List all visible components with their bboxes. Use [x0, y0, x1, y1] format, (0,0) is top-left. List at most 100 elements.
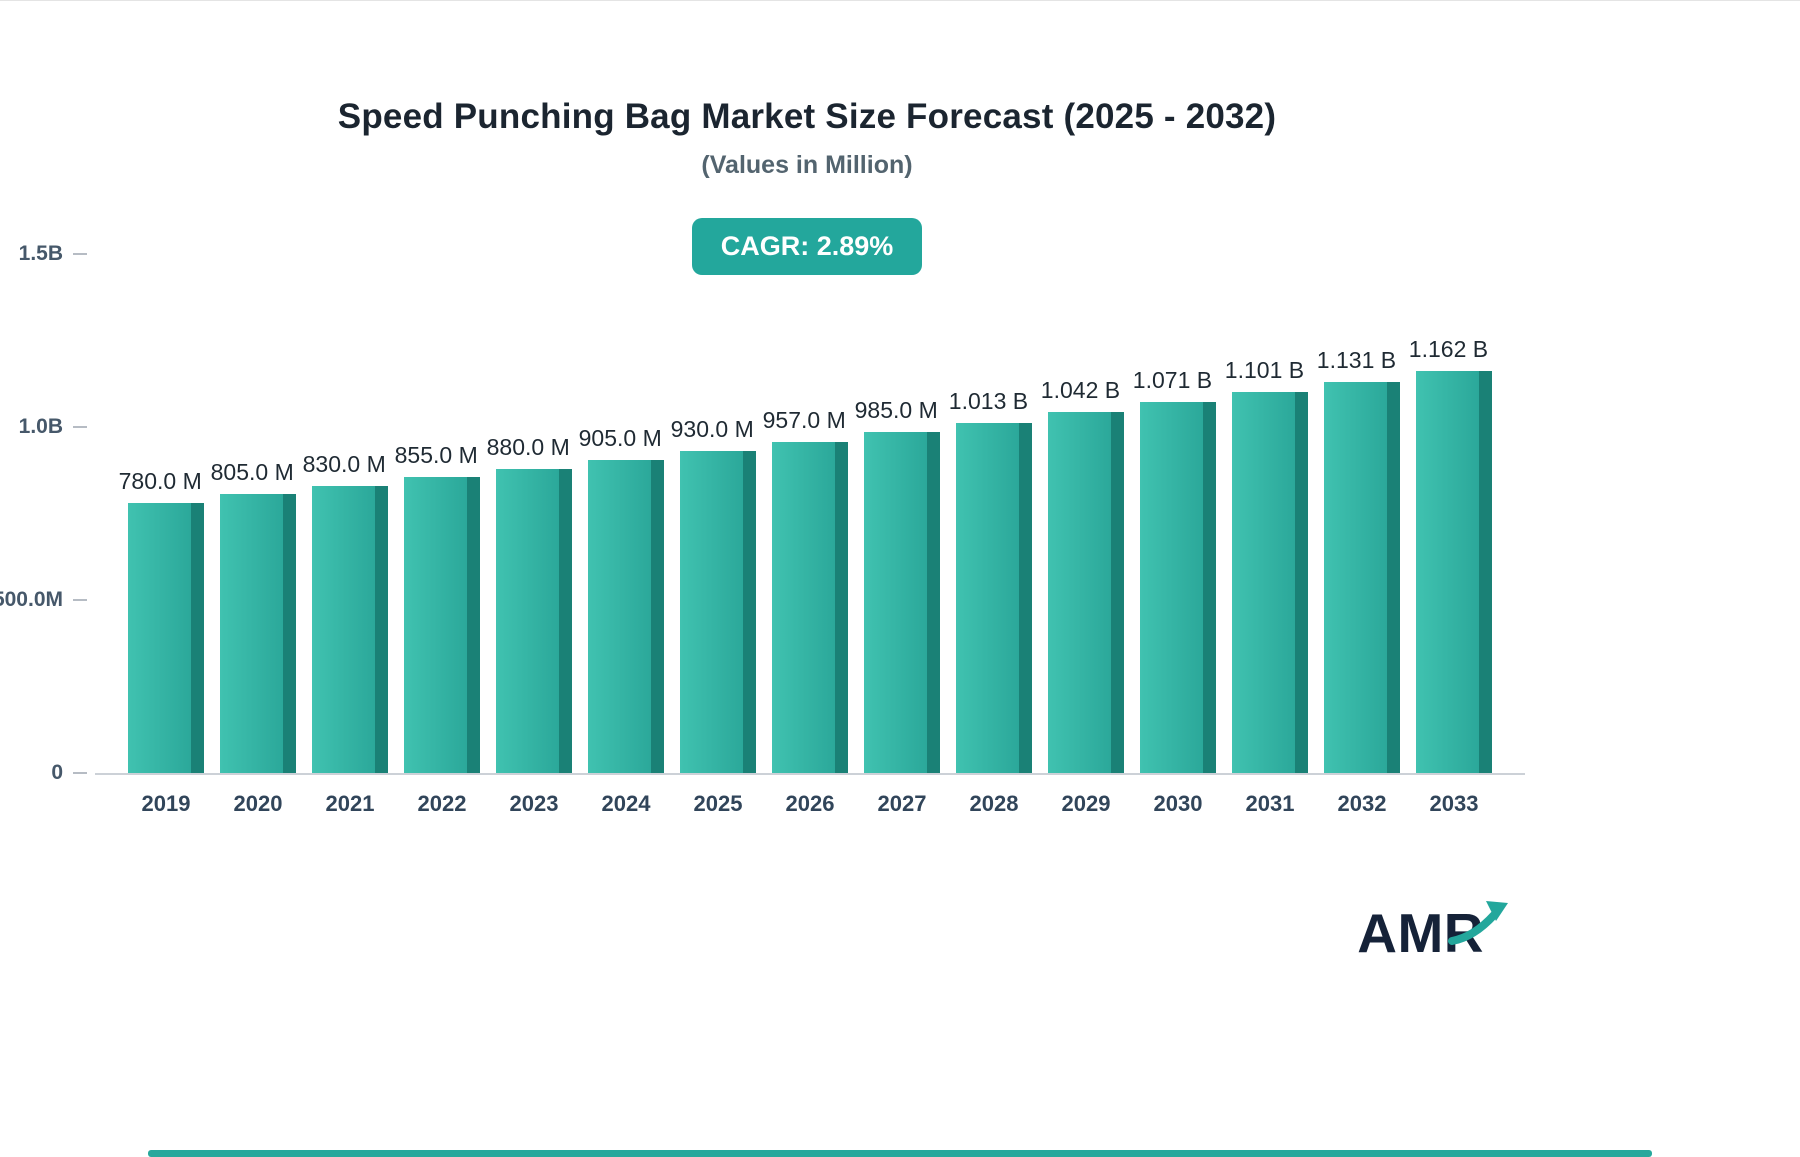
- bar: [1324, 382, 1400, 773]
- bar-side-shadow: [927, 432, 940, 773]
- bar-value-label: 830.0 M: [302, 451, 386, 477]
- x-axis-label: 2025: [693, 791, 743, 816]
- bar-slot: 830.0 M 2021: [303, 254, 388, 816]
- bar-side-shadow: [1295, 392, 1308, 773]
- bar: [128, 503, 204, 773]
- bar-face: [220, 494, 283, 773]
- bar-slot: 855.0 M 2022: [395, 254, 480, 816]
- y-axis-tick-label: 1.0B: [18, 415, 63, 438]
- y-axis-tick-mark: [73, 772, 87, 774]
- bar-side-shadow: [1111, 412, 1124, 773]
- bar: [588, 460, 664, 773]
- bar-face: [1232, 392, 1295, 773]
- bar-face: [864, 432, 927, 773]
- bar-side-shadow: [835, 442, 848, 773]
- bar-slot: 1.042 B 2029: [1041, 254, 1124, 816]
- amr-logo: AMR: [1357, 901, 1508, 965]
- chart-title: Speed Punching Bag Market Size Forecast …: [337, 97, 1277, 136]
- y-axis-tick-label: 500.0M: [0, 588, 63, 611]
- y-axis-tick-label: 0: [51, 761, 63, 784]
- bar: [312, 486, 388, 773]
- bar-side-shadow: [1203, 402, 1216, 773]
- bar-side-shadow: [1479, 371, 1492, 773]
- bottom-accent-bar: [148, 1150, 1652, 1157]
- bar-value-label: 880.0 M: [486, 434, 570, 460]
- bar-slot: 1.101 B 2031: [1225, 254, 1308, 816]
- bar-side-shadow: [651, 460, 664, 773]
- bar-value-label: 930.0 M: [670, 416, 754, 442]
- x-axis-label: 2020: [233, 791, 283, 816]
- bar: [1416, 371, 1492, 773]
- bar: [220, 494, 296, 773]
- y-axis-tick: 1.0B: [0, 415, 87, 439]
- bar-slot: 805.0 M 2020: [211, 254, 296, 816]
- x-axis-label: 2023: [509, 791, 559, 816]
- logo-arrow-icon: [1448, 901, 1508, 945]
- bar-value-label: 805.0 M: [210, 459, 294, 485]
- bar-slot: 930.0 M 2025: [671, 254, 756, 816]
- bar-side-shadow: [743, 451, 756, 773]
- bar: [1232, 392, 1308, 773]
- bar-value-label: 1.013 B: [948, 388, 1029, 414]
- x-axis-label: 2029: [1061, 791, 1111, 816]
- bar-face: [1416, 371, 1479, 773]
- bar-value-label: 1.131 B: [1316, 347, 1397, 373]
- chart-subtitle: (Values in Million): [701, 151, 913, 179]
- bar-value-label: 1.101 B: [1224, 357, 1305, 383]
- bar-side-shadow: [375, 486, 388, 773]
- bar: [680, 451, 756, 773]
- bar: [496, 469, 572, 773]
- bar: [772, 442, 848, 773]
- y-axis-tick-mark: [73, 253, 87, 255]
- bar-slot: 880.0 M 2023: [487, 254, 572, 816]
- y-axis-tick-mark: [73, 599, 87, 601]
- bar-side-shadow: [1387, 382, 1400, 773]
- x-axis-label: 2024: [601, 791, 651, 816]
- bar-slot: 1.013 B 2028: [949, 254, 1032, 816]
- bar-slot: 1.071 B 2030: [1133, 254, 1216, 816]
- x-axis-label: 2032: [1337, 791, 1387, 816]
- bar: [1048, 412, 1124, 773]
- bar-slot: 957.0 M 2026: [763, 254, 848, 816]
- amr-logo-text: AMR: [1357, 902, 1484, 964]
- bar-face: [312, 486, 375, 773]
- bar: [864, 432, 940, 773]
- y-axis-tick: 0: [0, 761, 87, 785]
- bar-side-shadow: [283, 494, 296, 773]
- x-axis-label: 2027: [877, 791, 927, 816]
- bar: [404, 477, 480, 773]
- bar-side-shadow: [467, 477, 480, 773]
- chart-header: Speed Punching Bag Market Size Forecast …: [0, 1, 1614, 275]
- y-axis-tick-mark: [73, 426, 87, 428]
- x-axis-label: 2026: [785, 791, 835, 816]
- bar-value-label: 1.071 B: [1132, 367, 1213, 393]
- bar-face: [1140, 402, 1203, 773]
- bar-value-label: 957.0 M: [762, 407, 846, 433]
- plot-area: 780.0 M 2019 805.0 M 2020 830.0 M 2021 855.0 M…: [0, 242, 1525, 816]
- bar: [956, 423, 1032, 773]
- bar-value-label: 985.0 M: [854, 397, 938, 423]
- bar-slot: 780.0 M 2019: [119, 254, 204, 816]
- bar-face: [1048, 412, 1111, 773]
- x-axis-label: 2033: [1429, 791, 1479, 816]
- bar-face: [772, 442, 835, 773]
- bar-face: [956, 423, 1019, 773]
- bar-face: [1324, 382, 1387, 773]
- bar-face: [680, 451, 743, 773]
- bar-side-shadow: [1019, 423, 1032, 773]
- bar-face: [588, 460, 651, 773]
- x-axis-label: 2028: [969, 791, 1019, 816]
- x-axis-label: 2022: [417, 791, 467, 816]
- y-axis-tick-label: 1.5B: [18, 242, 63, 265]
- y-axis-tick: 500.0M: [0, 588, 87, 612]
- bar-slot: 1.131 B 2032: [1317, 254, 1400, 816]
- bar-value-label: 780.0 M: [118, 468, 202, 494]
- bar-face: [496, 469, 559, 773]
- bar-value-label: 1.162 B: [1408, 336, 1489, 362]
- x-axis-label: 2019: [141, 791, 191, 816]
- bar-slot: 905.0 M 2024: [579, 254, 664, 816]
- bar-side-shadow: [191, 503, 204, 773]
- bar-value-label: 855.0 M: [394, 442, 478, 468]
- bar-slot: 985.0 M 2027: [855, 254, 940, 816]
